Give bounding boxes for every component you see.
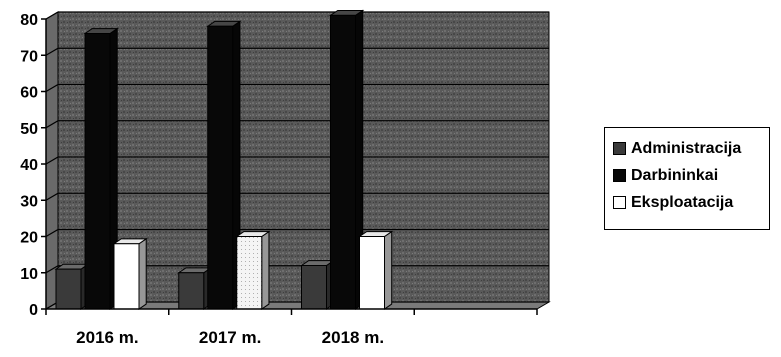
x-tick-labels: 2016 m. 2017 m. 2018 m. xyxy=(76,328,384,347)
y-tick-label: 80 xyxy=(20,12,38,29)
bar-darbininkai-2016-m xyxy=(83,27,119,310)
gridline-side xyxy=(45,83,59,93)
bar-administracija-2018-m xyxy=(299,259,336,310)
legend-label-darbininkai: Darbininkai xyxy=(631,166,719,184)
legend-swatch-eksploatacija xyxy=(613,196,626,209)
legend: Administracija Darbininkai Eksploatacija xyxy=(604,127,770,230)
gridline-side xyxy=(45,156,59,165)
gridline-side xyxy=(45,192,59,201)
y-tick-label: 30 xyxy=(20,193,38,210)
bar-administracija-2016-m xyxy=(54,263,90,310)
legend-label-administracija: Administracija xyxy=(631,139,742,157)
y-tick-labels: 0 10 20 30 40 50 60 70 80 xyxy=(20,12,38,319)
y-tick-label: 10 xyxy=(20,266,38,283)
y-tick-label: 60 xyxy=(20,85,38,102)
y-tick-label: 40 xyxy=(20,157,38,174)
bars xyxy=(54,9,394,310)
bar-eksploatacija-2018-m xyxy=(357,230,394,310)
bar-eksploatacija-2017-m xyxy=(235,230,271,310)
bar-administracija-2017-m xyxy=(177,266,213,310)
legend-item-administracija: Administracija xyxy=(613,135,769,162)
legend-swatch-administracija xyxy=(613,142,626,155)
legend-swatch-darbininkai xyxy=(613,169,626,182)
gridline-side xyxy=(45,120,59,129)
y-tick-label: 70 xyxy=(20,48,38,65)
legend-item-eksploatacija: Eksploatacija xyxy=(613,189,769,216)
bar-eksploatacija-2016-m xyxy=(112,237,148,310)
legend-item-darbininkai: Darbininkai xyxy=(613,162,769,189)
x-tick-label: 2017 m. xyxy=(199,328,261,347)
legend-label-eksploatacija: Eksploatacija xyxy=(631,193,734,211)
gridline-side xyxy=(45,47,59,56)
axes xyxy=(41,18,538,315)
gridline-side xyxy=(45,228,59,238)
bar-darbininkai-2017-m xyxy=(206,20,242,310)
x-tick-label: 2018 m. xyxy=(322,328,384,347)
x-tick-label: 2016 m. xyxy=(76,328,138,347)
y-tick-label: 50 xyxy=(20,121,38,138)
gridline-side xyxy=(45,265,59,274)
bar-darbininkai-2018-m xyxy=(328,9,365,310)
gridline-side xyxy=(45,11,59,20)
y-tick-label: 0 xyxy=(29,302,38,319)
y-tick-label: 20 xyxy=(20,230,38,247)
